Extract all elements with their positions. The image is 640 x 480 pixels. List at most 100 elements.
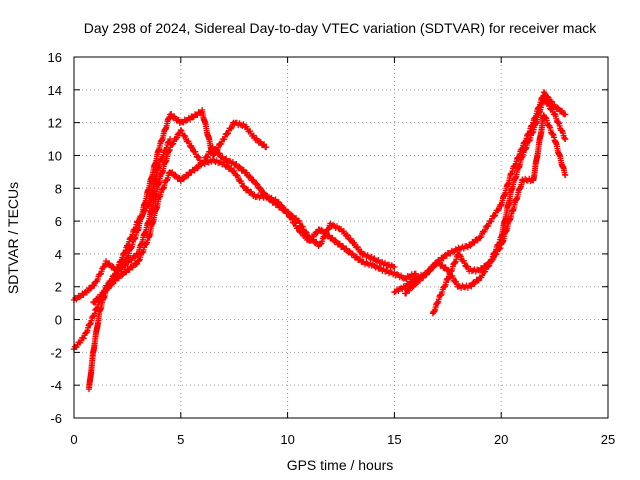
y-tick-label: 12 [48,116,62,131]
data-point-marker [195,153,202,160]
data-point-marker [492,212,499,219]
data-point-marker [479,272,486,279]
y-tick-label: 2 [55,280,62,295]
data-point-marker [245,186,252,193]
data-point-marker [119,272,126,279]
data-point-marker [216,150,223,157]
data-point-marker [135,217,142,224]
data-point-marker [440,255,447,262]
data-point-marker [439,262,446,269]
y-tick-label: 14 [48,83,62,98]
data-point-marker [542,96,549,103]
data-point-marker [235,174,242,181]
data-point-marker [347,235,354,242]
plot-frame [73,56,609,419]
data-point-marker [497,244,504,251]
data-point-marker [562,172,569,179]
data-point-marker [210,152,217,159]
data-point-marker [427,267,434,274]
data-point-marker [170,140,177,147]
data-point-marker [412,270,419,277]
data-point-marker [409,284,416,291]
y-tick-label: -6 [50,411,62,426]
series-group [85,136,174,393]
data-point-marker [417,277,424,284]
data-point-marker [391,264,398,271]
data-point-marker [231,120,238,127]
data-point-marker [431,263,438,270]
data-point-marker [302,228,309,235]
x-tick-label: 20 [494,432,508,447]
data-point-marker [199,160,206,167]
data-point-marker [169,169,176,176]
data-point-marker [223,162,230,169]
series-group [90,156,398,306]
y-tick-label: 0 [55,313,62,328]
data-point-marker [126,266,133,273]
data-point-marker [121,262,128,269]
data-series [71,89,569,393]
data-point-marker [257,185,264,192]
data-point-marker [254,181,261,188]
data-point-marker [92,299,99,306]
data-point-marker [144,202,151,209]
data-point-marker [80,335,87,342]
data-point-marker [471,239,478,246]
data-point-marker [207,148,214,155]
data-point-marker [224,131,231,138]
data-point-marker [139,211,146,218]
data-point-marker [227,165,234,172]
data-point-marker [495,206,502,213]
data-point-marker [263,144,270,151]
data-point-marker [303,229,310,236]
x-tick-label: 5 [177,432,184,447]
data-point-marker [548,98,555,105]
data-point-marker [344,232,351,239]
data-point-marker [399,286,406,293]
data-point-marker [313,230,320,237]
data-point-marker [168,111,175,117]
data-point-marker [378,264,385,271]
data-point-marker [384,267,391,274]
data-point-marker [243,169,250,176]
data-point-marker [351,239,358,246]
data-point-marker [468,283,475,290]
data-point-marker [457,253,464,260]
data-point-marker [189,144,196,151]
data-point-marker [260,189,267,196]
data-point-marker [482,226,489,233]
data-point-marker [167,136,174,143]
data-point-marker [354,244,361,251]
data-point-marker [125,259,132,266]
data-point-marker [391,289,398,296]
data-point-marker [228,124,235,131]
data-point-marker [191,167,198,174]
data-point-marker [253,180,260,187]
data-point-marker [363,259,370,266]
data-point-marker [257,184,264,191]
data-point-marker [91,282,98,289]
y-axis-label: SDTVAR / TECUs [5,182,21,294]
data-point-marker [490,254,497,261]
data-point-marker [105,284,112,291]
x-tick-label: 10 [280,432,294,447]
data-point-marker [456,246,463,253]
data-point-marker [470,267,477,274]
data-point-marker [491,213,498,220]
data-point-marker [246,173,253,180]
data-point-marker [247,174,254,181]
data-point-marker [554,104,561,111]
data-point-marker [183,117,190,124]
y-tick-label: 16 [48,50,62,65]
chart-title: Day 298 of 2024, Sidereal Day-to-day VTE… [84,20,597,36]
data-point-marker [414,273,421,280]
data-point-marker [196,154,203,161]
data-point-marker [461,259,468,266]
data-point-marker [430,264,437,271]
data-point-marker [394,271,401,278]
data-point-marker [88,285,95,292]
series-group [429,112,569,317]
data-point-marker [496,245,503,252]
